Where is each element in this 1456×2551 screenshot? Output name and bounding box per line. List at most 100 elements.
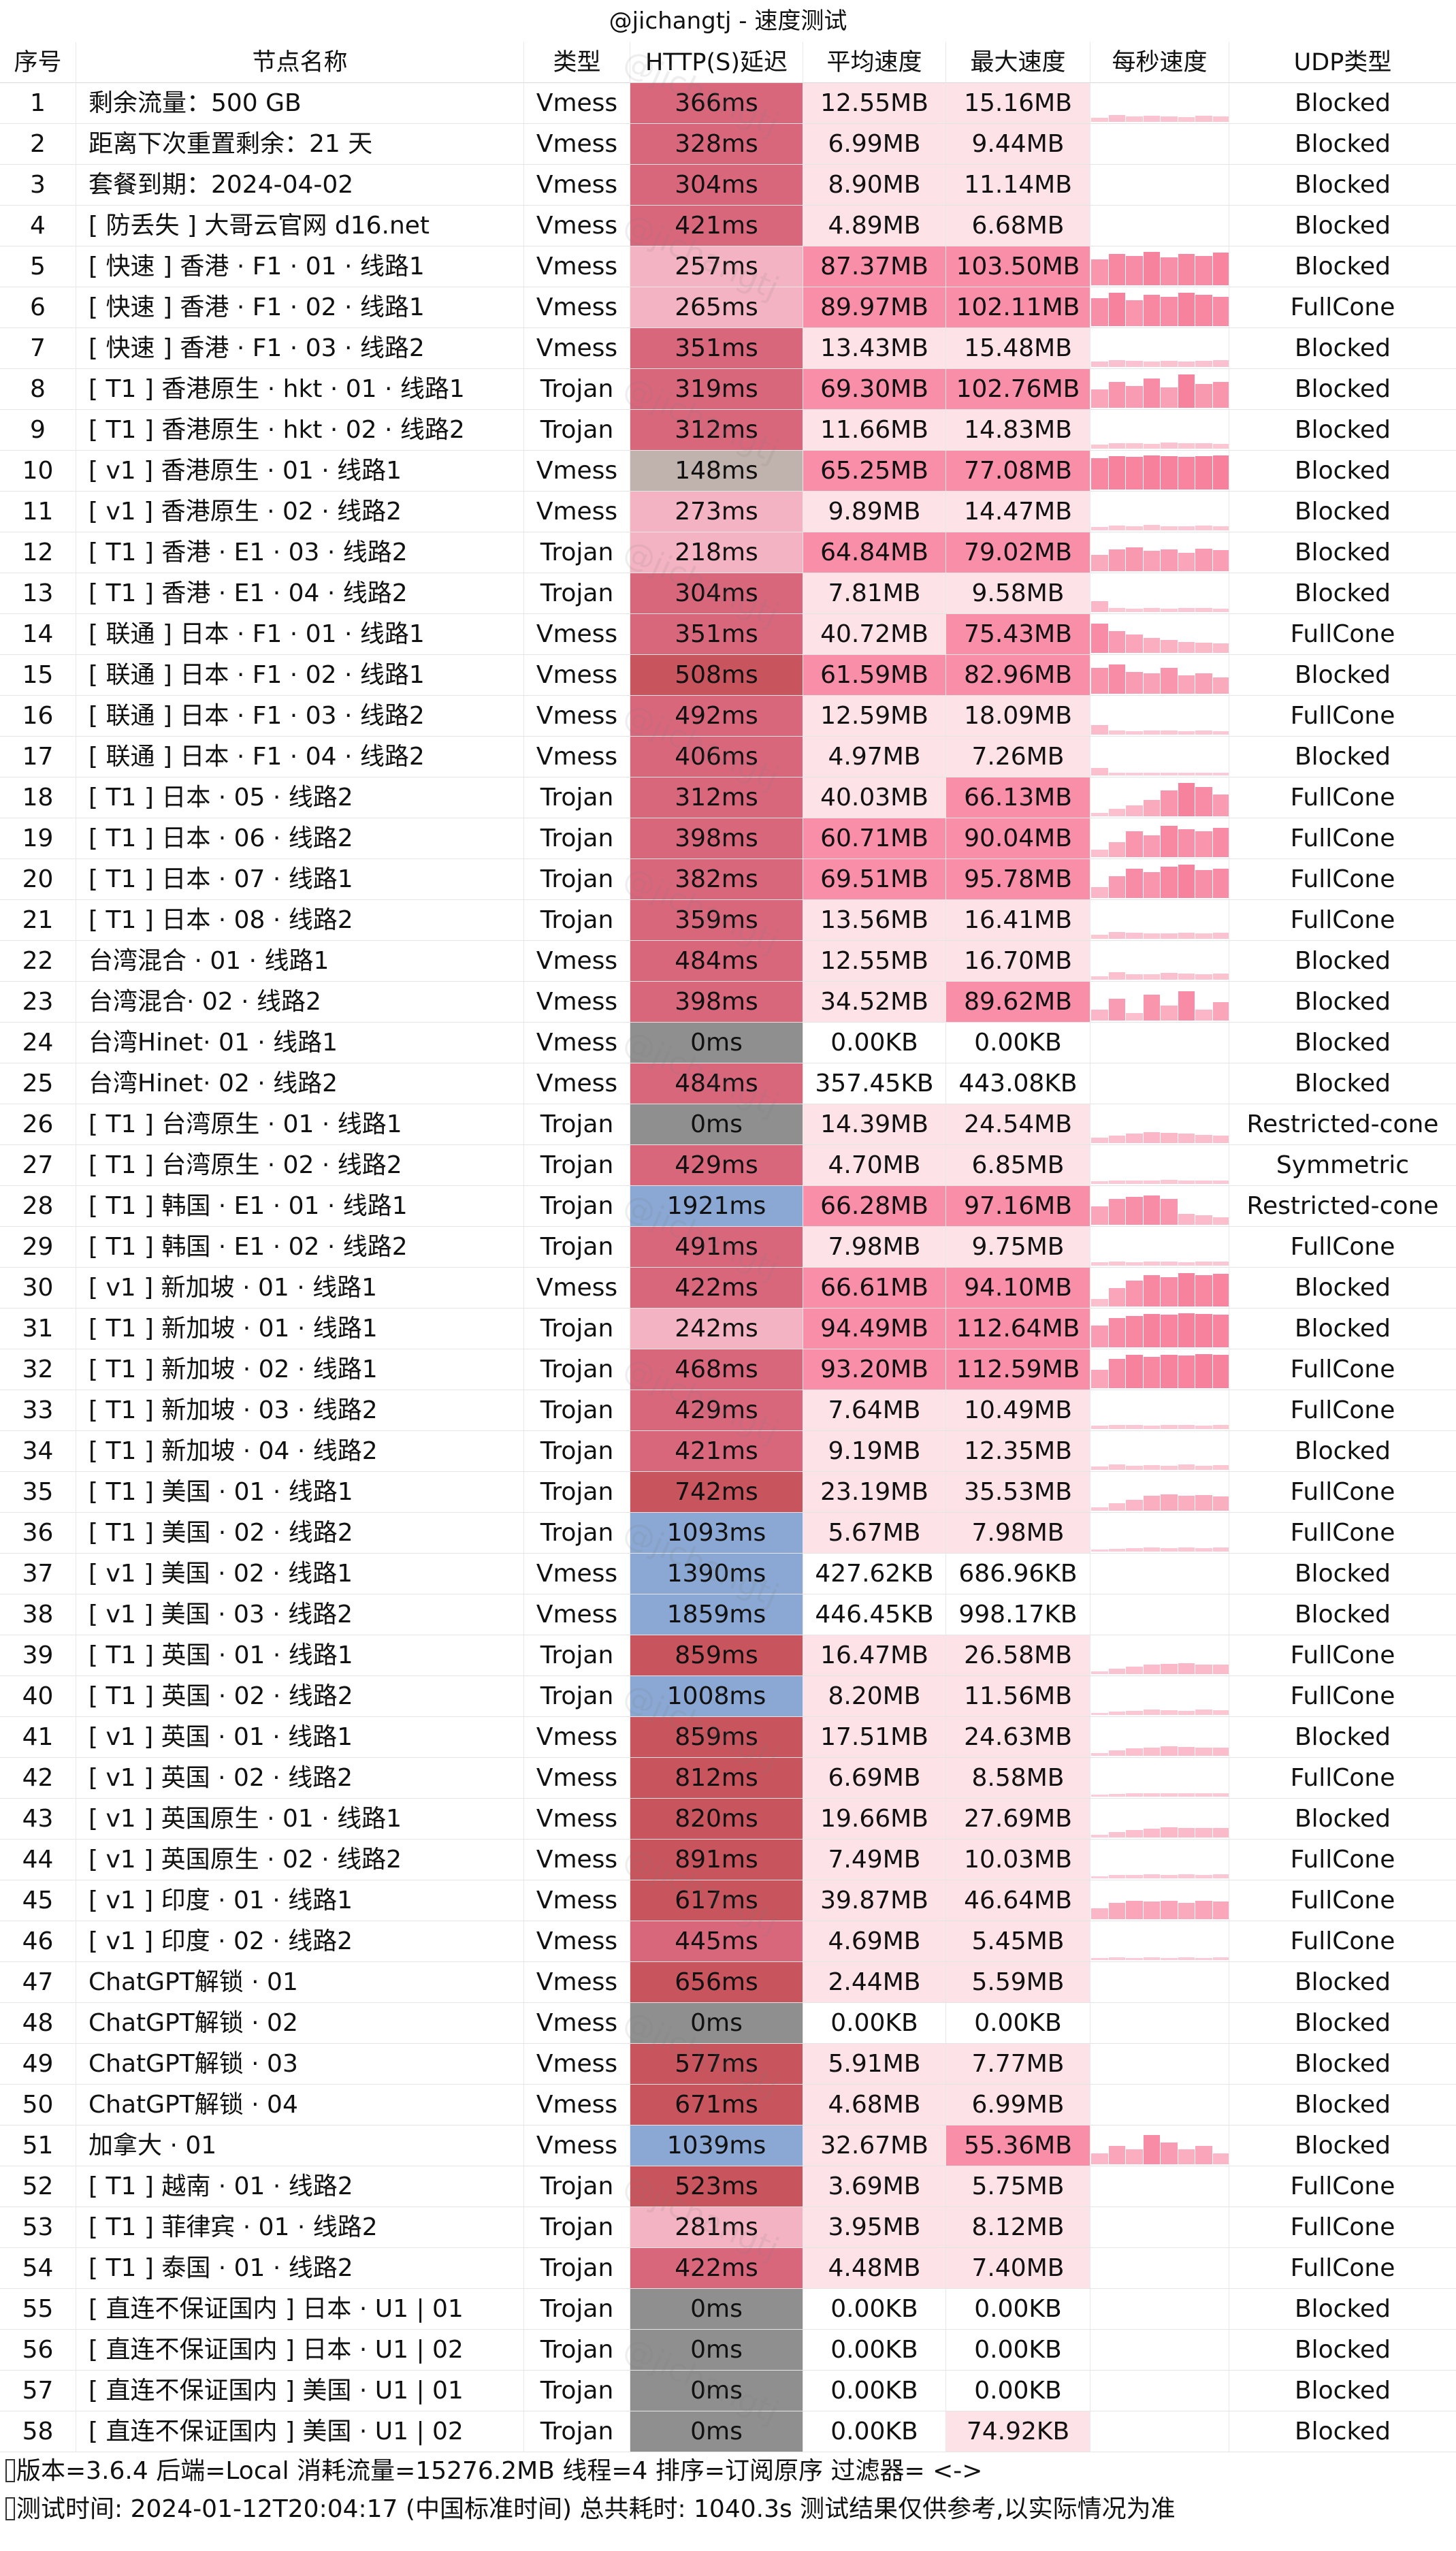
latency-value: 429ms [630, 1145, 803, 1186]
avg-speed-value: 40.72MB [803, 614, 946, 655]
table-row: 36[ T1 ] 美国 · 02 · 线路2 Trojan 1093ms 5.67MB… [0, 1513, 1456, 1554]
avg-speed-value: 0.00KB [803, 1023, 946, 1063]
table-row: 50 ChatGPT解锁 · 04 Vmess 671ms 4.68MB 6.99MB Bl… [0, 2085, 1456, 2125]
node-type: Trojan [524, 1513, 630, 1554]
node-type: Vmess [524, 1023, 630, 1063]
udp-type-value: Blocked [1229, 2085, 1456, 2125]
udp-type-value: Blocked [1229, 2125, 1456, 2166]
sparkline-bar [1108, 115, 1125, 122]
latency-value: 421ms [630, 1431, 803, 1472]
avg-speed-value: 5.91MB [803, 2044, 946, 2085]
sparkline-bar [1195, 773, 1212, 775]
per-second-speed-sparkline [1090, 1227, 1229, 1268]
sparkline-bar [1143, 1314, 1160, 1347]
avg-speed-value: 9.19MB [803, 1431, 946, 1472]
sparkline-bar [1108, 1503, 1125, 1511]
latency-value: 382ms [630, 859, 803, 900]
sparkline-bar [1195, 295, 1212, 326]
sparkline-bar [1126, 773, 1143, 775]
per-second-speed-sparkline [1090, 1635, 1229, 1676]
avg-speed-value: 93.20MB [803, 1349, 946, 1390]
node-type: Trojan [524, 859, 630, 900]
sparkline-bar [1091, 1550, 1108, 1552]
sparkline-bar [1195, 256, 1212, 285]
avg-speed-value: 4.48MB [803, 2248, 946, 2289]
sparkline-bar [1091, 1299, 1108, 1306]
sparkline-bar [1091, 1138, 1108, 1143]
sparkline-bar [1195, 1314, 1212, 1347]
sparkline-bar [1126, 1197, 1143, 1225]
per-second-speed-sparkline [1090, 1145, 1229, 1186]
sparkline-bar [1143, 379, 1160, 408]
table-row: 21[ T1 ] 日本 · 08 · 线路2 Trojan 359ms 13.56MB… [0, 900, 1456, 941]
max-speed-value: 18.09MB [946, 696, 1090, 737]
table-row: 44[ v1 ] 英国原生 · 02 · 线路2 Vmess 891ms 7.49MB… [0, 1840, 1456, 1880]
avg-speed-value: 61.59MB [803, 655, 946, 696]
node-type: Trojan [524, 532, 630, 573]
per-second-speed-sparkline [1090, 83, 1229, 124]
node-name: [ v1 ] 英国 · 02 · 线路2 [76, 1758, 524, 1799]
udp-type-value: FullCone [1229, 1227, 1456, 1268]
node-name: [ 联通 ] 日本 · F1 · 02 · 线路1 [76, 655, 524, 696]
per-second-speed-sparkline [1090, 1840, 1229, 1880]
max-speed-value: 95.78MB [946, 859, 1090, 900]
node-name: [ v1 ] 香港原生 · 02 · 线路2 [76, 492, 524, 532]
latency-value: 0ms [630, 2330, 803, 2371]
latency-value: 0ms [630, 1104, 803, 1145]
node-name: [ v1 ] 英国原生 · 01 · 线路1 [76, 1799, 524, 1840]
node-type: Trojan [524, 2411, 630, 2452]
sparkline-bar [1212, 1136, 1229, 1143]
sparkline-bar [1108, 608, 1125, 612]
latency-value: 742ms [630, 1472, 803, 1513]
row-index: 46 [0, 1921, 76, 1962]
node-name: [ T1 ] 日本 · 05 · 线路2 [76, 777, 524, 818]
sparkline-bar [1161, 640, 1178, 653]
sparkline-bar [1212, 869, 1229, 898]
sparkline-bar [1212, 1547, 1229, 1552]
row-index: 20 [0, 859, 76, 900]
sparkline-bar [1212, 550, 1229, 571]
sparkline-bar [1178, 1313, 1195, 1347]
sparkline-bar [1143, 933, 1160, 939]
sparkline-bar [1126, 1181, 1143, 1184]
sparkline-bar [1178, 293, 1195, 326]
sparkline-bar [1212, 116, 1229, 122]
sparkline-bar [1091, 1010, 1108, 1021]
sparkline-bar [1178, 1903, 1195, 1919]
max-speed-value: 102.76MB [946, 369, 1090, 410]
node-type: Trojan [524, 369, 630, 410]
node-type: Vmess [524, 2085, 630, 2125]
sparkline-bar [1161, 1180, 1178, 1184]
node-type: Trojan [524, 2166, 630, 2207]
sparkline-bar [1161, 1199, 1178, 1225]
sparkline-bar [1161, 1494, 1178, 1511]
avg-speed-value: 3.69MB [803, 2166, 946, 2207]
sparkline-bar [1178, 254, 1195, 285]
sparkline-bar [1212, 526, 1229, 530]
node-type: Vmess [524, 124, 630, 165]
max-speed-value: 15.16MB [946, 83, 1090, 124]
sparkline-bar [1108, 1832, 1125, 1838]
sparkline-bar [1108, 549, 1125, 571]
max-speed-value: 77.08MB [946, 451, 1090, 492]
sparkline-bar [1143, 1874, 1160, 1878]
latency-value: 242ms [630, 1309, 803, 1349]
sparkline-bar [1108, 1464, 1125, 1470]
header-udp-type: UDP类型 [1229, 42, 1456, 83]
node-name: [ v1 ] 新加坡 · 01 · 线路1 [76, 1268, 524, 1309]
max-speed-value: 10.03MB [946, 1840, 1090, 1880]
latency-value: 359ms [630, 900, 803, 941]
table-row: 23 台湾混合· 02 · 线路2 Vmess 398ms 34.52MB 89.62MB… [0, 982, 1456, 1023]
sparkline-bar [1161, 1548, 1178, 1552]
sparkline-bar [1161, 1901, 1178, 1919]
avg-speed-value: 66.28MB [803, 1186, 946, 1227]
node-type: Trojan [524, 1186, 630, 1227]
max-speed-value: 7.98MB [946, 1513, 1090, 1554]
sparkline-bar [1108, 1359, 1125, 1388]
row-index: 30 [0, 1268, 76, 1309]
sparkline-bar [1212, 677, 1229, 694]
row-index: 39 [0, 1635, 76, 1676]
speed-test-table: 序号 节点名称 类型 HTTP(S)延迟 平均速度 最大速度 每秒速度 UDP类… [0, 42, 1456, 2452]
sparkline-bar [1178, 865, 1195, 898]
sparkline-bar [1212, 828, 1229, 857]
